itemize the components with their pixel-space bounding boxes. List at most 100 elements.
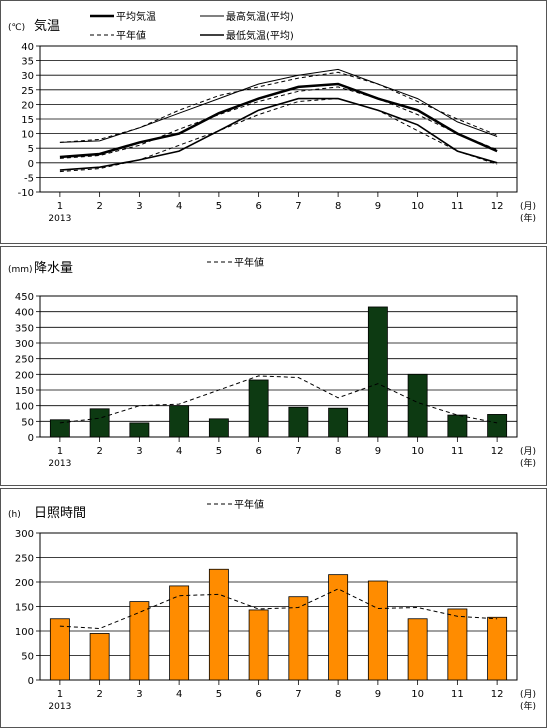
plot-frame [39, 45, 518, 193]
x-tick-label: 2 [96, 446, 102, 457]
y-tick-label: 300 [15, 339, 34, 350]
x-tick-label: 3 [136, 689, 142, 700]
y-tick-label: 0 [28, 676, 34, 687]
x-tick-label: 12 [491, 446, 504, 457]
y-tick-label: 10 [21, 130, 34, 141]
x-tick-label: 8 [335, 201, 341, 212]
x-unit-month: (月) [520, 201, 536, 212]
y-tick-label: 100 [15, 627, 34, 638]
y-tick-label: 350 [15, 323, 34, 334]
y-tick-label: 100 [15, 402, 34, 413]
y-tick-label: 20 [21, 100, 34, 111]
x-tick-label: 6 [255, 201, 261, 212]
x-tick-label: 4 [176, 446, 182, 457]
y-unit-label: (mm) [8, 265, 33, 275]
legend-label: 最高気温(平均) [226, 10, 294, 23]
x-tick-label: 10 [411, 201, 424, 212]
x-tick-label: 6 [255, 689, 261, 700]
y-tick-label: 50 [21, 652, 34, 663]
bar [89, 633, 110, 681]
y-tick-label: 0 [28, 159, 34, 170]
y-tick-label: -10 [18, 188, 34, 199]
legend-label: 平均気温 [116, 10, 156, 23]
x-tick-label: 9 [375, 689, 381, 700]
y-tick-label: 300 [15, 529, 34, 540]
x-unit-year: (年) [520, 457, 536, 469]
y-tick-label: 200 [15, 578, 34, 589]
y-tick-label: -5 [24, 173, 34, 184]
y-tick-label: 450 [15, 292, 34, 303]
bar [328, 407, 349, 438]
x-tick-label: 3 [136, 446, 142, 457]
x-tick-label: 5 [216, 689, 222, 700]
bar [248, 379, 269, 438]
x-tick-label: 7 [295, 446, 301, 457]
y-unit-label: (h) [8, 510, 21, 520]
bar [169, 585, 190, 681]
series-normal [59, 588, 498, 630]
year-label: 2013 [48, 459, 71, 469]
plot-frame [39, 532, 518, 681]
series-max [59, 68, 498, 143]
x-tick-label: 5 [216, 201, 222, 212]
x-tick-label: 8 [335, 689, 341, 700]
y-tick-label: 250 [15, 554, 34, 565]
series-normal-avg [59, 86, 498, 159]
x-tick-label: 6 [255, 446, 261, 457]
bar [89, 408, 110, 438]
x-tick-label: 2 [96, 201, 102, 212]
x-tick-label: 9 [375, 201, 381, 212]
plot-frame [39, 295, 518, 438]
x-tick-label: 12 [491, 201, 504, 212]
x-tick-label: 1 [57, 201, 63, 212]
legend-label: 平年値 [234, 256, 264, 269]
x-tick-label: 7 [295, 689, 301, 700]
x-unit-year: (年) [520, 700, 536, 712]
bar [447, 414, 468, 438]
x-tick-label: 12 [491, 689, 504, 700]
bar [367, 580, 388, 681]
chart-title: 気温 [34, 18, 60, 34]
bar [169, 405, 190, 438]
x-tick-label: 8 [335, 446, 341, 457]
bar [129, 422, 150, 438]
y-tick-label: 250 [15, 355, 34, 366]
x-unit-month: (月) [520, 689, 536, 700]
y-tick-label: 40 [21, 42, 34, 53]
y-tick-label: 400 [15, 308, 34, 319]
x-tick-label: 7 [295, 201, 301, 212]
bar [208, 568, 229, 681]
year-label: 2013 [48, 214, 71, 224]
bar [367, 306, 388, 438]
bar [129, 601, 150, 681]
bar [288, 596, 309, 681]
bar [407, 618, 428, 681]
x-tick-label: 10 [411, 689, 424, 700]
x-tick-label: 11 [451, 446, 464, 457]
panel-border [0, 488, 547, 728]
x-tick-label: 1 [57, 446, 63, 457]
y-tick-label: 25 [21, 86, 34, 97]
year-label: 2013 [48, 702, 71, 712]
y-tick-label: 5 [28, 144, 34, 155]
bar [407, 373, 428, 438]
y-unit-label: (℃) [8, 23, 25, 33]
y-tick-label: 50 [21, 417, 34, 428]
bar [49, 419, 70, 438]
series-avg [59, 82, 498, 159]
series-normal [59, 375, 498, 424]
chart-title: 降水量 [34, 261, 73, 276]
x-tick-label: 4 [176, 689, 182, 700]
chart-title: 日照時間 [34, 506, 86, 521]
x-unit-month: (月) [520, 446, 536, 457]
bar [49, 618, 70, 681]
x-tick-label: 11 [451, 689, 464, 700]
x-tick-label: 1 [57, 689, 63, 700]
y-tick-label: 15 [21, 115, 34, 126]
bar [487, 414, 508, 438]
x-tick-label: 3 [136, 201, 142, 212]
